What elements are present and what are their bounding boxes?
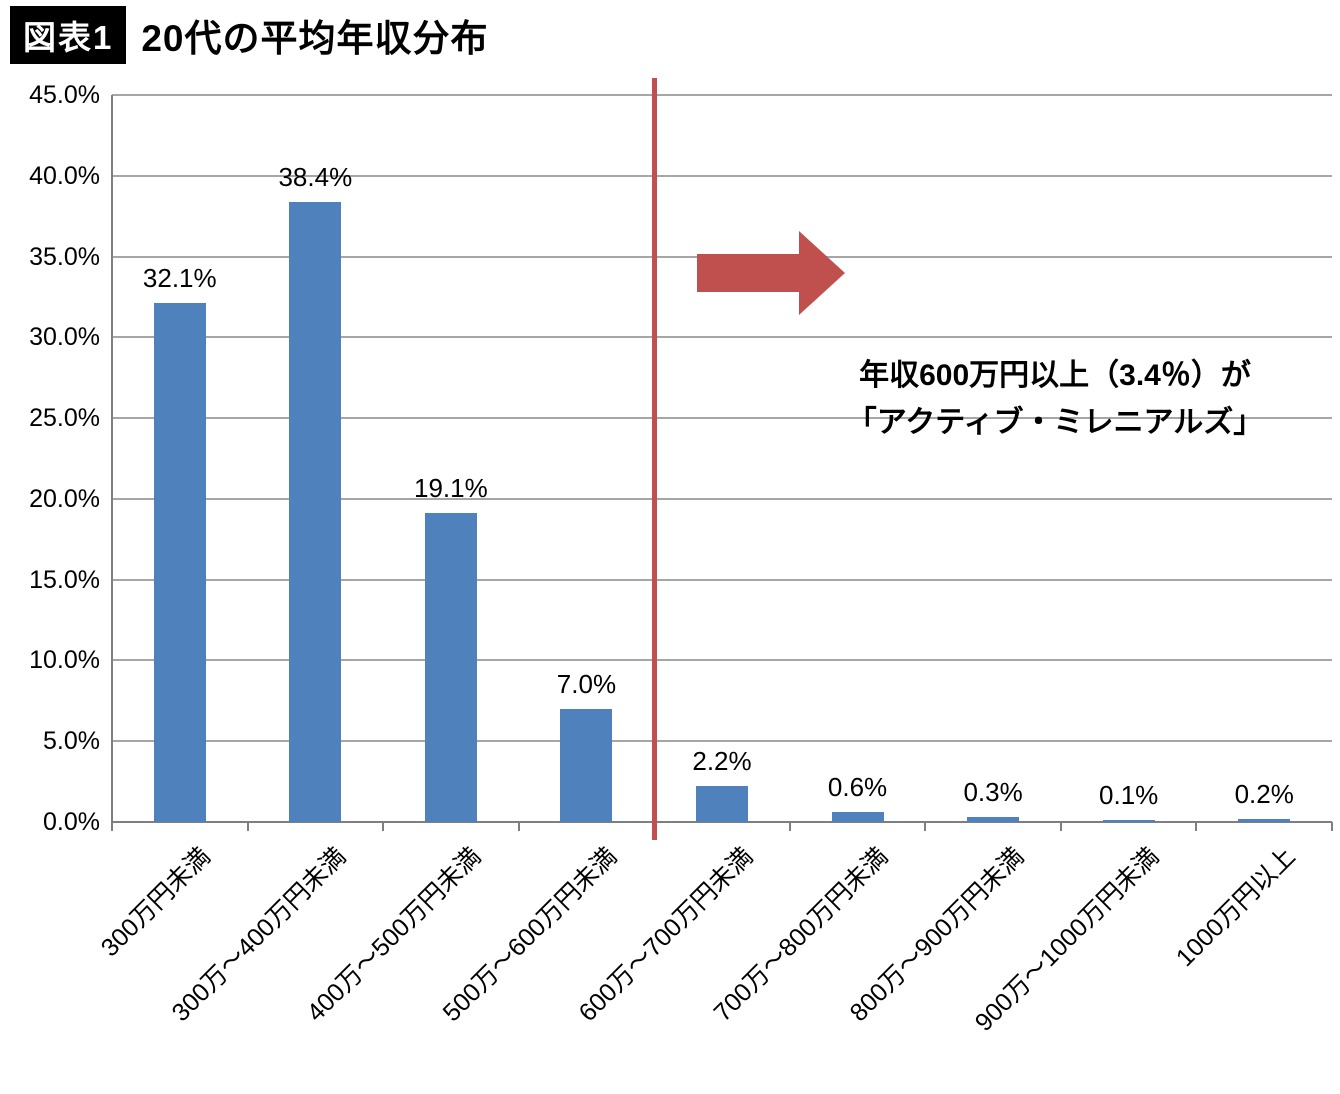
x-axis-line [112,821,1332,823]
bar-value-label: 2.2% [692,746,752,777]
x-axis-tick [788,822,791,831]
bar-value-label: 19.1% [414,473,488,504]
annotation-line1: 年収600万円以上（3.4％）が [859,359,1251,392]
chart-header: 図表1 20代の平均年収分布 [10,6,489,64]
y-axis-tick-label: 20.0% [29,484,100,513]
bar-value-label: 0.3% [963,777,1023,808]
x-axis-tick [517,822,520,831]
bar-value-label: 0.2% [1234,778,1294,809]
bar-value-label: 7.0% [556,668,617,699]
bar [560,708,613,822]
y-axis-tick-label: 45.0% [29,81,100,109]
bar-value-label: 0.6% [827,772,888,803]
bar [424,513,477,822]
x-axis-tick [111,822,113,831]
right-arrow-icon [697,231,845,315]
gridline [112,174,1332,177]
y-axis-tick-label: 10.0% [29,646,100,675]
y-axis-tick-label: 25.0% [29,404,100,433]
bar [153,303,206,822]
x-axis-label-text: 300万円未満 [95,842,216,963]
y-axis-line [111,95,113,822]
bar-value-label: 32.1% [142,263,217,294]
gridline [112,336,1332,339]
x-axis-tick [924,822,927,831]
y-axis-tick-label: 30.0% [29,323,100,352]
x-axis-tick [382,822,385,831]
bar [1102,820,1155,822]
bar-value-label: 38.4% [278,161,353,192]
gridline [112,740,1332,743]
bar [289,201,342,822]
annotation-line2: 「アクティブ・ミレニアルズ」 [846,406,1264,439]
gridline [112,417,1332,420]
chart-title: 20代の平均年収分布 [141,18,489,59]
gridline [112,659,1332,662]
x-axis-tick [1059,822,1062,831]
y-axis-tick-label: 35.0% [29,242,100,271]
annotation: 年収600万円以上（3.4％）が 「アクティブ・ミレニアルズ」 [815,352,1295,446]
x-axis-tick [1331,822,1333,831]
gridline [112,497,1332,500]
bar-value-label: 0.1% [1099,780,1159,811]
bar [1238,818,1291,822]
bar [967,817,1020,822]
x-axis-tick [1195,822,1198,831]
y-axis-tick-label: 40.0% [29,161,100,190]
divider-line [651,78,657,840]
y-axis-tick-label: 15.0% [29,565,100,594]
gridline [112,94,1332,96]
bar [831,812,884,822]
bar [696,786,748,822]
x-axis-tick [246,822,249,831]
gridline [112,578,1332,581]
y-axis-tick-label: 0.0% [43,808,100,836]
x-axis-label-text: 1000万円以上 [1170,842,1301,973]
y-axis-tick-label: 5.0% [43,727,100,756]
figure-badge: 図表1 [10,6,127,64]
